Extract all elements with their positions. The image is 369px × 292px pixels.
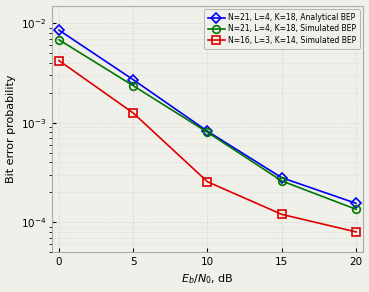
Y-axis label: Bit error probability: Bit error probability: [6, 75, 15, 183]
N=21, L=4, K=18, Simulated BEP: [131, 84, 135, 88]
Line: N=16, L=3, K=14, Simulated BEP: N=16, L=3, K=14, Simulated BEP: [55, 57, 360, 236]
X-axis label: $E_b/N_0$, dB: $E_b/N_0$, dB: [181, 273, 234, 286]
N=16, L=3, K=14, Simulated BEP: [205, 180, 210, 183]
N=16, L=3, K=14, Simulated BEP: [354, 230, 358, 234]
N=21, L=4, K=18, Simulated BEP: [205, 131, 210, 134]
Line: N=21, L=4, K=18, Analytical BEP: N=21, L=4, K=18, Analytical BEP: [55, 26, 360, 207]
N=21, L=4, K=18, Analytical BEP: [131, 78, 135, 81]
N=21, L=4, K=18, Simulated BEP: [354, 208, 358, 211]
N=21, L=4, K=18, Analytical BEP: [57, 28, 61, 32]
N=21, L=4, K=18, Simulated BEP: [280, 179, 284, 183]
N=21, L=4, K=18, Analytical BEP: [205, 129, 210, 133]
Legend: N=21, L=4, K=18, Analytical BEP, N=21, L=4, K=18, Simulated BEP, N=16, L=3, K=14: N=21, L=4, K=18, Analytical BEP, N=21, L…: [204, 9, 360, 48]
N=16, L=3, K=14, Simulated BEP: [57, 59, 61, 62]
N=21, L=4, K=18, Analytical BEP: [280, 176, 284, 180]
N=21, L=4, K=18, Simulated BEP: [57, 38, 61, 41]
Line: N=21, L=4, K=18, Simulated BEP: N=21, L=4, K=18, Simulated BEP: [55, 36, 360, 213]
N=21, L=4, K=18, Analytical BEP: [354, 201, 358, 205]
N=16, L=3, K=14, Simulated BEP: [280, 213, 284, 216]
N=16, L=3, K=14, Simulated BEP: [131, 111, 135, 115]
